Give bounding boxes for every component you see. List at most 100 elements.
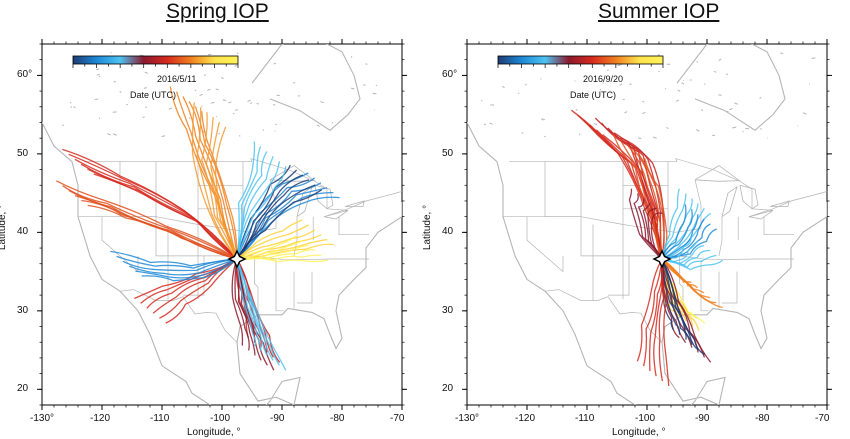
colorbar-date-label: 2016/5/11 xyxy=(157,74,197,84)
y-tick-label: 50 xyxy=(442,147,454,159)
trajectory-line xyxy=(201,111,238,260)
y-tick-label: 40 xyxy=(17,226,29,238)
x-tick-label: -70 xyxy=(390,413,405,424)
lake-mark xyxy=(113,80,116,83)
trajectory-line xyxy=(631,148,663,260)
lake-mark xyxy=(62,124,65,126)
lake-mark xyxy=(677,89,681,92)
trajectory-line xyxy=(214,126,238,260)
x-tick-label: -120 xyxy=(90,413,111,424)
trajectory-line xyxy=(236,141,256,260)
y-tick-label: 20 xyxy=(442,383,454,395)
lake-mark xyxy=(228,101,232,104)
panel-title: Summer IOP xyxy=(598,0,720,23)
trajectory-line xyxy=(642,258,663,367)
y-tick-label: 20 xyxy=(17,383,29,395)
lake-mark xyxy=(489,122,493,125)
state-border xyxy=(675,158,714,170)
trajectory-line xyxy=(236,189,323,260)
state-border xyxy=(722,271,738,304)
y-axis-label: Latitude, ° xyxy=(422,204,434,251)
trajectory-line xyxy=(236,169,298,260)
lake-mark xyxy=(119,90,122,93)
state-border xyxy=(275,259,284,312)
site-marker-icon xyxy=(227,249,247,269)
lake-mark xyxy=(247,99,252,103)
trajectory-line xyxy=(93,173,238,260)
lake-mark xyxy=(316,124,320,127)
y-tick-label: 60° xyxy=(442,69,458,81)
lake-mark xyxy=(540,78,542,80)
lake-mark xyxy=(544,135,546,138)
trajectory-line xyxy=(87,204,238,260)
trajectory-line xyxy=(661,258,723,309)
lake-mark xyxy=(350,87,355,90)
colorbar xyxy=(72,55,239,65)
y-tick-label: 60° xyxy=(17,69,33,81)
lake-mark xyxy=(666,127,669,130)
lake-mark xyxy=(234,64,238,67)
great-lake xyxy=(769,200,790,207)
state-border xyxy=(526,216,564,273)
trajectory-line xyxy=(661,258,670,386)
trajectory-line xyxy=(234,258,250,351)
trajectory-line xyxy=(661,258,712,363)
trajectory-line xyxy=(165,258,238,324)
lake-mark xyxy=(617,64,622,67)
lake-mark xyxy=(276,94,280,97)
lake-mark xyxy=(95,68,100,71)
trajectory-line xyxy=(236,229,316,260)
trajectory-line xyxy=(236,161,281,260)
lake-mark xyxy=(713,70,717,73)
trajectory-line xyxy=(650,212,663,260)
great-lake xyxy=(323,210,349,220)
state-border xyxy=(254,255,259,313)
trajectory-line xyxy=(236,249,316,260)
coastline xyxy=(467,121,498,163)
lake-mark xyxy=(250,102,253,104)
y-tick-label: 30 xyxy=(442,304,454,316)
lake-mark xyxy=(234,109,238,111)
state-border xyxy=(544,289,663,344)
trajectory-line xyxy=(188,101,238,260)
lake-mark xyxy=(126,103,129,106)
coastline xyxy=(676,44,786,131)
colorbar-date-label: 2016/9/20 xyxy=(583,74,624,84)
trajectory-line xyxy=(196,107,238,260)
trajectory-line xyxy=(628,188,663,260)
trajectory-line xyxy=(210,121,238,260)
lake-mark xyxy=(207,88,211,91)
lake-mark xyxy=(759,96,762,99)
trajectory-line xyxy=(236,184,316,260)
lake-mark xyxy=(220,77,224,80)
lake-mark xyxy=(629,83,632,85)
state-border xyxy=(101,216,139,273)
lake-mark xyxy=(652,136,657,139)
trajectory-line xyxy=(661,193,687,260)
lake-mark xyxy=(675,99,680,102)
trajectory-line xyxy=(661,204,687,260)
trajectory-line xyxy=(128,258,238,276)
state-border xyxy=(119,289,238,344)
trajectory-line xyxy=(637,153,665,260)
y-tick-label: 40 xyxy=(442,226,454,238)
lake-mark xyxy=(98,75,101,78)
trajectory-line xyxy=(619,138,663,260)
lake-mark xyxy=(501,85,505,89)
trajectory-line xyxy=(661,258,706,356)
coastline xyxy=(496,161,827,405)
trajectory-line xyxy=(661,209,693,260)
trajectory-line xyxy=(661,188,680,260)
state-border xyxy=(718,216,723,256)
lake-mark xyxy=(222,99,226,102)
lake-mark xyxy=(232,112,235,115)
state-border xyxy=(287,169,349,211)
x-tick-label: -70 xyxy=(815,413,830,424)
lake-mark xyxy=(811,57,816,59)
lake-mark xyxy=(194,89,197,92)
spring-iop-panel: Spring IOP 2016/5/11 Date (UTC) Latitude… xyxy=(0,0,407,438)
lake-mark xyxy=(642,111,646,115)
lake-mark xyxy=(256,103,259,105)
lake-mark xyxy=(542,118,545,121)
x-tick-label: -110 xyxy=(575,413,595,424)
